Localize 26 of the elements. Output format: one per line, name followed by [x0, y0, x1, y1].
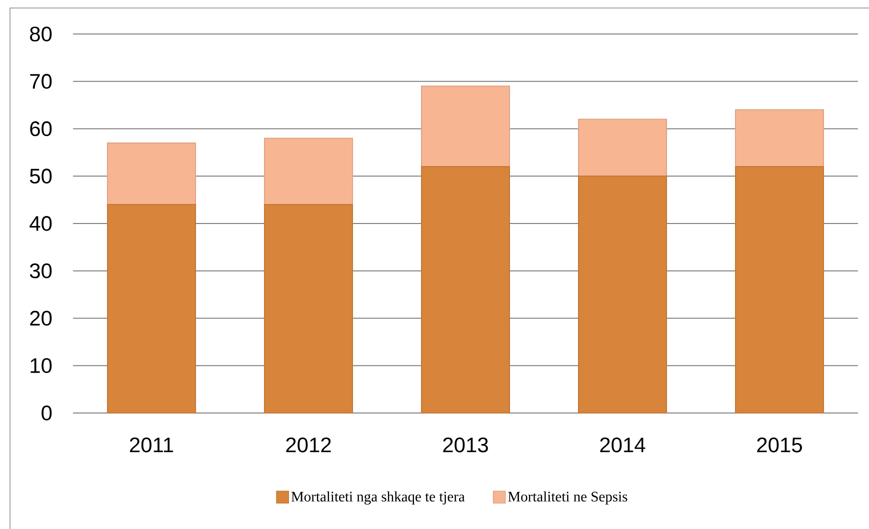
- bar: [578, 176, 667, 414]
- y-tick-label: 30: [30, 263, 52, 278]
- x-tick-label: 2013: [443, 438, 488, 452]
- y-tick-label: 40: [30, 216, 52, 231]
- y-tick-label: 0: [42, 406, 52, 420]
- bar: [578, 118, 667, 177]
- y-tick-label: 60: [30, 121, 52, 136]
- legend-label: Mortaliteti ne Sepsis: [508, 491, 628, 504]
- bar: [264, 204, 354, 414]
- x-tick-label: 2014: [600, 438, 646, 452]
- bar: [735, 109, 824, 168]
- x-tick-label: 2011: [130, 438, 174, 452]
- bar: [107, 204, 196, 414]
- bar: [421, 166, 510, 414]
- x-tick-label: 2015: [757, 438, 802, 452]
- bar: [264, 138, 354, 206]
- bar: [421, 86, 510, 168]
- y-tick-label: 50: [30, 168, 52, 184]
- legend-label: Mortaliteti nga shkaqe te tjera: [291, 491, 465, 505]
- y-tick-label: 70: [30, 74, 52, 89]
- y-tick-label: 20: [30, 310, 52, 326]
- y-tick-label: 10: [30, 358, 52, 374]
- bar: [107, 142, 196, 206]
- bar: [735, 166, 824, 414]
- x-tick-label: 2012: [286, 438, 331, 452]
- y-tick-label: 80: [30, 26, 52, 42]
